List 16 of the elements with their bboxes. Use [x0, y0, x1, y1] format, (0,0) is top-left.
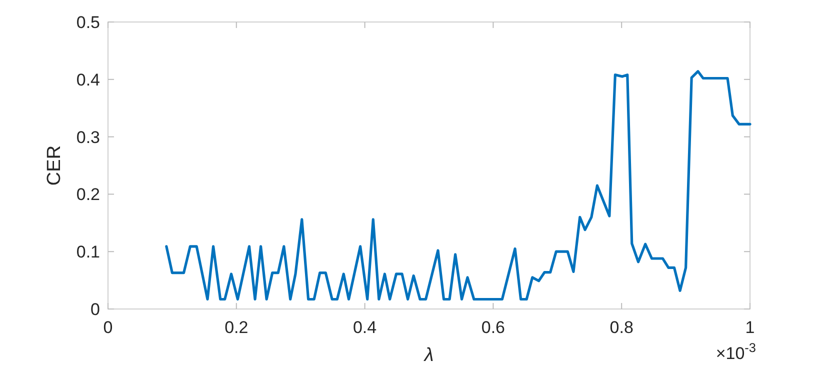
y-tick-label: 0.2: [76, 185, 100, 204]
x-axis-title: λ: [423, 345, 434, 366]
y-tick-label: 0.4: [76, 70, 100, 90]
text: ×10$^{-3}$: [716, 340, 756, 363]
x-tick-label: 0.6: [481, 318, 506, 337]
line-series: [165, 70, 752, 301]
y-tick-label: 0.1: [76, 242, 100, 262]
y-tick-label: 0.5: [76, 13, 100, 32]
x-tick-label: 0.2: [224, 318, 248, 337]
x-tick-label: 0.8: [610, 318, 634, 337]
y-tick-label: 0.3: [76, 128, 100, 147]
y-tick-label: 0: [90, 300, 100, 319]
y-axis-title: CER: [44, 145, 65, 186]
x-tick-label: 1: [745, 318, 755, 337]
x-tick-label: 0.4: [352, 318, 377, 337]
x-tick-label: 0: [103, 318, 113, 337]
